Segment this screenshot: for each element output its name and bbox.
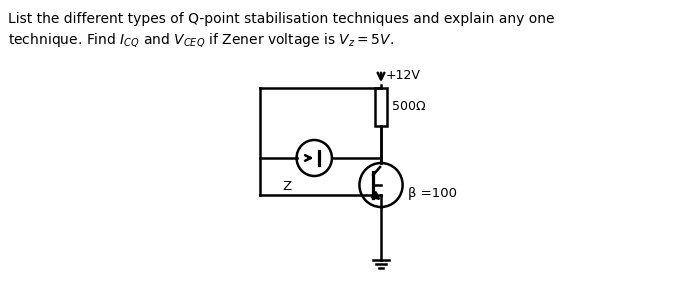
Text: technique. Find $I_{CQ}$ and $V_{CEQ}$ if Zener voltage is $V_z = 5V$.: technique. Find $I_{CQ}$ and $V_{CEQ}$ i… (8, 31, 394, 49)
Text: β =100: β =100 (408, 187, 457, 200)
Text: List the different types of Q-point stabilisation techniques and explain any one: List the different types of Q-point stab… (8, 12, 554, 26)
Bar (375, 88, 388, 126)
Text: 500Ω: 500Ω (392, 100, 426, 113)
Text: Z: Z (283, 181, 292, 194)
Text: +12V: +12V (386, 69, 421, 82)
